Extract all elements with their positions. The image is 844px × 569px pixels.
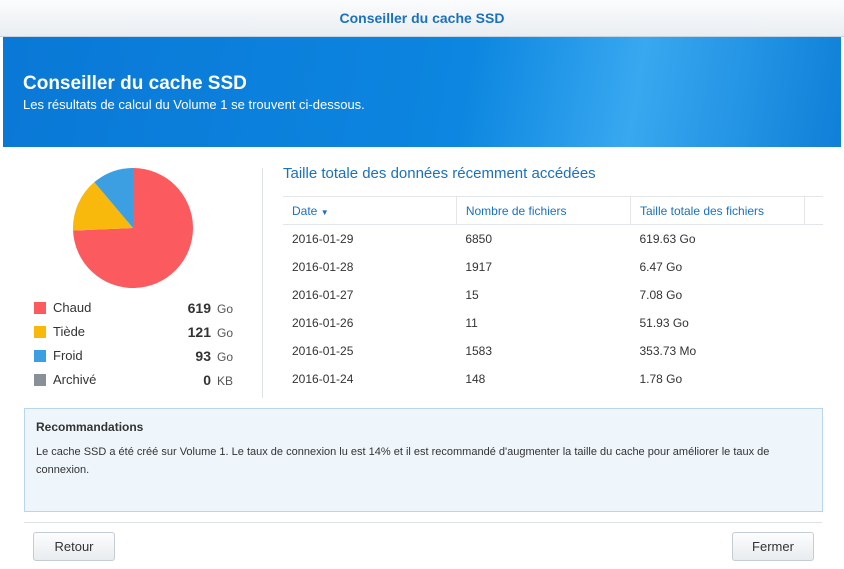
table-row: 2016-01-25 1583 353.73 Mo (283, 337, 823, 365)
legend-unit: KB (217, 374, 234, 388)
table-row: 2016-01-26 11 51.93 Go (283, 309, 823, 337)
table-cell: 619.63 Go (639, 232, 696, 246)
table-cell: 1917 (465, 260, 493, 274)
banner: Conseiller du cache SSD Les résultats de… (3, 37, 841, 147)
table-cell: 148 (465, 372, 486, 386)
table-cell: 2016-01-26 (292, 316, 354, 330)
legend-name: Froid (53, 348, 83, 363)
header-title: Conseiller du cache SSD (23, 73, 247, 94)
legend-value: 93 (195, 348, 211, 364)
legend-swatch (34, 374, 46, 386)
table-row: 2016-01-24 148 1.78 Go (283, 365, 823, 393)
back-button[interactable]: Retour (33, 532, 115, 561)
pie-chart (73, 168, 194, 288)
data-table: Date ▼ Nombre de fichiers Taille totale de… (283, 196, 823, 393)
table-cell: 7.08 Go (639, 288, 683, 302)
close-button[interactable]: Fermer (732, 532, 814, 561)
legend-value: 619 (187, 300, 211, 316)
column-header[interactable]: Date ▼ (283, 196, 457, 225)
recommendations: Recommandations Le cache SSD a été créé … (24, 408, 823, 512)
table-cell: 2016-01-24 (292, 372, 354, 386)
table-row: 2016-01-28 1917 6.47 Go (283, 253, 823, 281)
legend-name: Tiède (53, 324, 86, 339)
table-row: 2016-01-29 6850 619.63 Go (283, 225, 823, 254)
legend-swatch (34, 350, 46, 362)
table-cell-filler (805, 225, 824, 254)
table-cell: 11 (465, 316, 478, 330)
legend-value: 0 (203, 372, 211, 388)
table-cell-filler (805, 337, 824, 365)
table-cell: 15 (465, 288, 479, 302)
table-cell: 2016-01-29 (292, 232, 354, 246)
legend-value: 121 (187, 324, 211, 340)
table-title: Taille totale des données récemment accé… (283, 165, 596, 182)
table-cell-filler (805, 309, 824, 337)
column-header-filler (804, 196, 823, 225)
table-cell-filler (805, 281, 824, 309)
recommendations-text: Le cache SSD a été créé sur Volume 1. Le… (36, 446, 770, 476)
table-cell: 6850 (465, 232, 493, 246)
column-header: Taille totale des fichiers (630, 196, 806, 225)
legend-unit: Go (217, 350, 234, 364)
table-cell-filler (805, 365, 824, 393)
pie-slice (94, 168, 133, 228)
table-cell: 6.47 Go (639, 260, 683, 274)
recommendations-title: Recommandations (36, 420, 144, 434)
legend-name: Chaud (53, 300, 92, 315)
column-header: Nombre de fichiers (456, 196, 631, 225)
table-cell: 2016-01-28 (292, 260, 354, 274)
table-cell: 353.73 Mo (639, 344, 697, 358)
legend-unit: Go (217, 326, 234, 340)
table-cell: 2016-01-27 (292, 288, 354, 302)
legend-swatch (34, 326, 46, 338)
table-cell: 1583 (465, 344, 493, 358)
pie-slice (73, 168, 194, 288)
legend-swatch (34, 302, 46, 314)
legend-name: Archivé (53, 372, 97, 387)
table-cell-filler (805, 253, 824, 281)
pie-slice (73, 182, 133, 231)
table-row: 2016-01-27 15 7.08 Go (283, 281, 823, 309)
window-title: Conseiller du cache SSD (0, 0, 844, 37)
table-cell: 1.78 Go (639, 372, 683, 386)
legend-unit: Go (217, 302, 234, 316)
header-subtitle: Les résultats de calcul du Volume 1 se t… (23, 97, 365, 112)
table-cell: 2016-01-25 (292, 344, 354, 358)
separator (24, 522, 822, 523)
table-cell: 51.93 Go (639, 316, 689, 330)
divider (262, 168, 263, 398)
